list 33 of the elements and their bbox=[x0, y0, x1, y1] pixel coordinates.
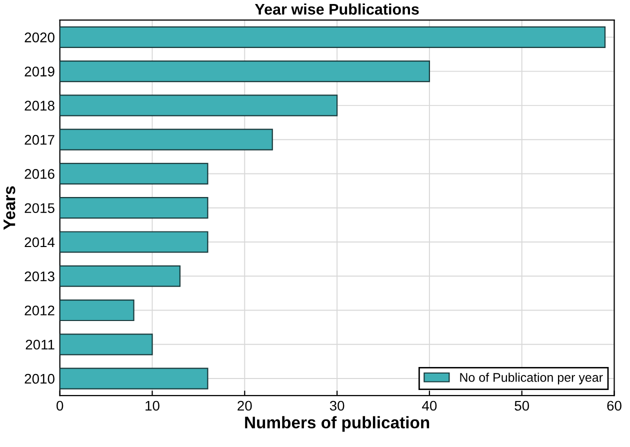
bar bbox=[60, 299, 134, 322]
chart-title: Year wise Publications bbox=[254, 3, 419, 15]
y-tick-label: 2012 bbox=[24, 306, 54, 316]
bar bbox=[60, 231, 208, 253]
bar bbox=[60, 197, 208, 219]
bar bbox=[60, 334, 153, 356]
y-axis-title: Years bbox=[4, 186, 16, 230]
x-tick-label: 10 bbox=[146, 400, 160, 411]
bar bbox=[60, 94, 338, 116]
y-tick-label: 2017 bbox=[24, 134, 54, 145]
x-tick-label: 20 bbox=[238, 400, 252, 411]
bar bbox=[60, 265, 181, 287]
x-tick-label: 60 bbox=[607, 400, 622, 411]
bar bbox=[60, 60, 430, 82]
x-axis-title: Numbers of publication bbox=[245, 416, 430, 432]
bar bbox=[60, 128, 273, 150]
x-tick-label: 0 bbox=[56, 400, 64, 411]
y-tick-label: 2015 bbox=[24, 203, 54, 214]
y-tick-label: 2013 bbox=[24, 271, 54, 282]
x-tick-label: 40 bbox=[422, 400, 437, 411]
y-tick-label: 2011 bbox=[26, 340, 54, 350]
x-tick-label: 30 bbox=[330, 400, 344, 411]
y-tick-label: 2010 bbox=[24, 374, 54, 384]
y-tick-label: 2020 bbox=[24, 32, 54, 42]
x-tick-label: 50 bbox=[514, 400, 530, 411]
y-tick-label: 2014 bbox=[24, 237, 55, 248]
y-tick-label: 2016 bbox=[24, 169, 54, 179]
bar bbox=[60, 162, 208, 185]
y-tick-label: 2018 bbox=[24, 100, 54, 111]
bar bbox=[60, 368, 208, 390]
bar bbox=[60, 26, 606, 48]
y-tick-label: 2019 bbox=[24, 66, 54, 76]
legend-label: No of Publication per year bbox=[460, 372, 603, 384]
